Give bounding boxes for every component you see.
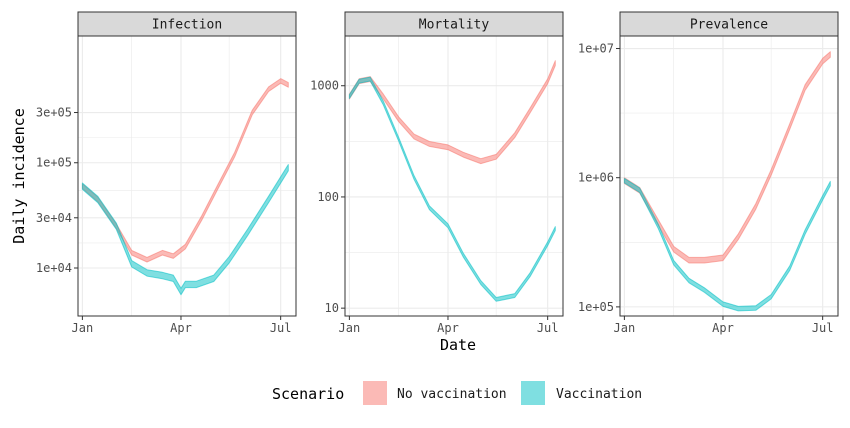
y-tick-label: 3e+04 <box>36 211 72 225</box>
strip-infection <box>77 11 297 37</box>
ribbon-vaccination <box>81 164 289 296</box>
legend-label-vaccination: Vaccination <box>556 387 642 402</box>
panel-title: Infection <box>152 18 222 33</box>
y-tick-label: 3e+05 <box>36 106 72 120</box>
x-tick-label: Jan <box>339 321 361 335</box>
plot-area <box>78 36 296 316</box>
ribbon-no-vaccination <box>81 78 289 263</box>
ribbon-vaccination <box>348 76 556 302</box>
plot-area <box>620 36 838 316</box>
panel-border <box>619 35 839 317</box>
panel-mortality: Mortality Jan Apr Jul 10 100 1000 <box>310 11 564 335</box>
x-tick-label: Apr <box>170 321 192 335</box>
ribbon-no-vaccination <box>348 60 556 165</box>
x-axis-title: Date <box>440 336 476 354</box>
x-tick-label: Jan <box>72 321 94 335</box>
plot-area <box>345 36 563 316</box>
y-tick-label: 10 <box>325 301 339 315</box>
panel-title: Prevalence <box>690 18 768 33</box>
y-tick-label: 1e+07 <box>578 42 614 56</box>
legend-label-no-vaccination: No vaccination <box>397 387 507 402</box>
ribbon-vaccination <box>623 177 831 312</box>
y-tick-label: 1e+05 <box>578 300 614 314</box>
panel-prevalence: Prevalence Jan Apr Jul 1e+05 1e+06 1e+07 <box>578 11 839 335</box>
x-tick-label: Jan <box>614 321 636 335</box>
y-tick-label: 1e+06 <box>578 171 614 185</box>
y-axis-title: Daily incidence <box>10 108 28 243</box>
strip-mortality <box>344 11 564 37</box>
panel-title: Mortality <box>419 18 490 33</box>
legend-swatch-no-vaccination <box>363 381 387 405</box>
y-tick-label: 1e+05 <box>36 156 72 170</box>
strip-prevalence <box>619 11 839 37</box>
y-tick-label: 1e+04 <box>36 261 72 275</box>
panels: Infection Jan Apr Jul 1e+04 3e+04 1e+05 3e+05 Mo… <box>36 11 839 335</box>
legend: Scenario No vaccination Vaccination <box>272 379 642 407</box>
x-tick-label: Jul <box>812 321 834 335</box>
y-tick-label: 1000 <box>310 79 339 93</box>
panel-infection: Infection Jan Apr Jul 1e+04 3e+04 1e+05 3e+05 <box>36 11 297 335</box>
y-tick-label: 100 <box>317 190 339 204</box>
panel-border <box>344 35 564 317</box>
legend-swatch-vaccination <box>521 381 545 405</box>
x-tick-label: Jul <box>537 321 559 335</box>
panel-border <box>77 35 297 317</box>
x-tick-label: Jul <box>270 321 292 335</box>
x-tick-label: Apr <box>712 321 734 335</box>
legend-title: Scenario <box>272 385 344 403</box>
x-tick-label: Apr <box>437 321 459 335</box>
ribbon-no-vaccination <box>623 51 831 264</box>
